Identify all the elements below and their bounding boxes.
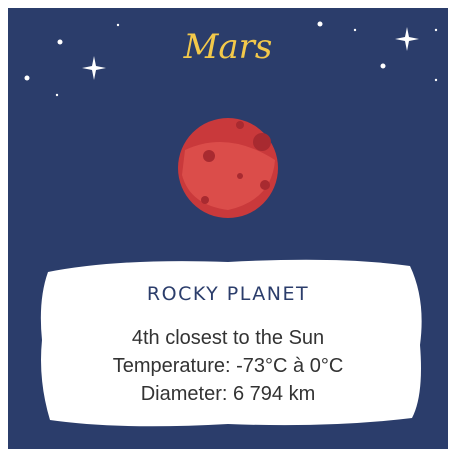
crater xyxy=(236,121,244,129)
fact: Temperature: -73°C à 0°C xyxy=(113,355,344,377)
star xyxy=(117,24,119,26)
planet xyxy=(178,118,278,218)
star xyxy=(435,79,437,81)
crater xyxy=(253,133,271,151)
title: Mars xyxy=(183,27,273,67)
crater xyxy=(237,173,243,179)
star xyxy=(381,64,386,69)
star xyxy=(354,29,356,31)
star xyxy=(318,22,323,27)
star xyxy=(56,94,58,96)
crater xyxy=(201,196,209,204)
star xyxy=(25,76,30,81)
star xyxy=(58,40,63,45)
star xyxy=(435,29,437,31)
page: Mars ROCKY PLANET 4th closest to the Sun… xyxy=(0,0,456,457)
fact: 4th closest to the Sun xyxy=(132,327,324,349)
crater xyxy=(260,180,270,190)
card: Mars ROCKY PLANET 4th closest to the Sun… xyxy=(0,0,456,457)
subtitle: ROCKY PLANET xyxy=(147,283,309,305)
crater xyxy=(203,150,215,162)
fact: Diameter: 6 794 km xyxy=(141,383,316,405)
